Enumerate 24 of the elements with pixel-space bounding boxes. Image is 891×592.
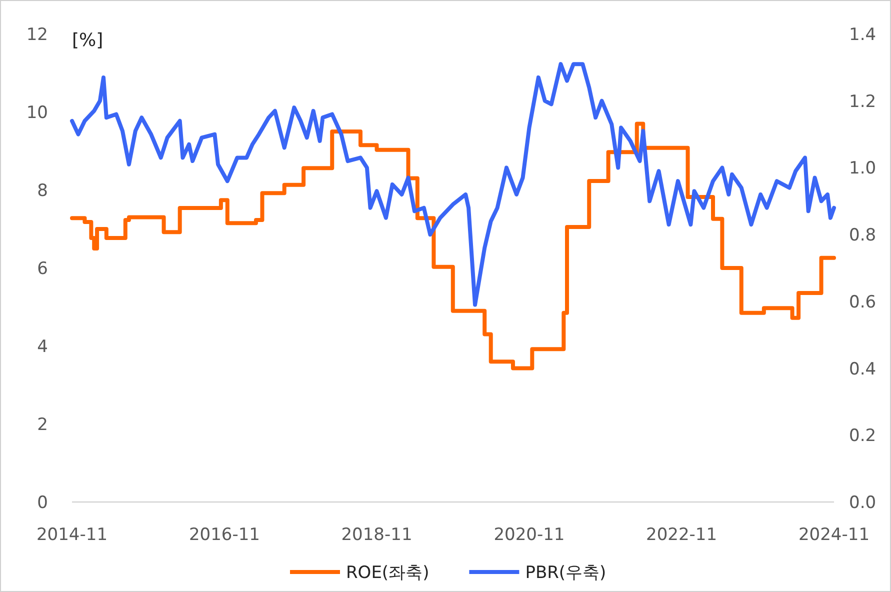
legend-label: ROE(좌축)	[346, 563, 430, 583]
legend-label: PBR(우축)	[525, 563, 606, 583]
y-tick-label: 12	[26, 25, 48, 45]
y-tick-label: 2	[37, 415, 48, 435]
y-tick-label: 6	[37, 259, 48, 279]
y2-tick-label: 0.8	[849, 226, 876, 246]
y2-tick-label: 0.2	[849, 426, 876, 446]
x-tick-label: 2020-11	[494, 525, 565, 545]
y-tick-label: 10	[26, 103, 48, 123]
y-tick-label: 0	[37, 493, 48, 513]
x-tick-label: 2024-11	[798, 525, 870, 545]
y-tick-label: 4	[37, 337, 48, 357]
y2-tick-label: 1.0	[849, 158, 876, 179]
y-axis-title: [%]	[72, 30, 104, 51]
x-tick-label: 2016-11	[188, 525, 260, 545]
x-tick-label: 2018-11	[341, 525, 412, 545]
y-tick-label: 8	[37, 181, 48, 201]
y2-tick-label: 0.0	[849, 493, 876, 513]
y2-tick-label: 1.4	[849, 25, 876, 45]
x-tick-label: 2022-11	[646, 525, 718, 545]
y2-tick-label: 0.4	[849, 359, 876, 380]
y2-tick-label: 1.2	[849, 92, 876, 112]
y2-tick-label: 0.6	[849, 292, 876, 312]
x-tick-label: 2014-11	[36, 525, 108, 545]
